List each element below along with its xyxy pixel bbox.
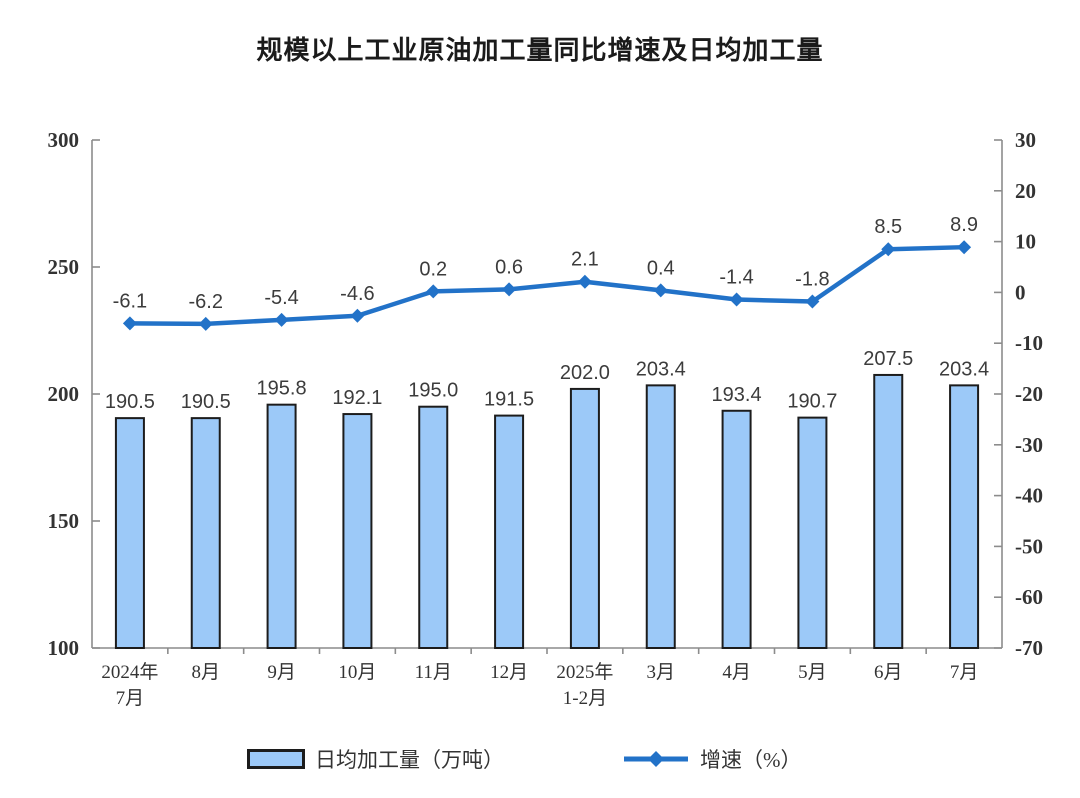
line-label-0: -6.1 [113, 290, 147, 312]
right-axis-label-2: 10 [1015, 230, 1036, 254]
x-axis-label-10: 6月 [874, 662, 903, 683]
x-axis-label-3: 10月 [338, 662, 376, 683]
bar-label-3: 192.1 [332, 387, 382, 409]
bar-label-7: 203.4 [636, 358, 686, 380]
line-series-label: 增速（%） [700, 748, 802, 772]
bar-label-9: 190.7 [787, 391, 837, 413]
bar-label-0: 190.5 [105, 391, 155, 413]
line-marker-0 [122, 316, 137, 331]
line-label-10: 8.5 [874, 216, 902, 238]
x-axis-label-0: 2024年 [101, 661, 158, 683]
line-label-8: -1.4 [719, 267, 753, 289]
line-label-4: 0.2 [419, 258, 447, 280]
bar-3 [342, 413, 373, 650]
bar-label-1: 190.5 [181, 391, 231, 413]
bar-6 [569, 387, 600, 649]
line-marker-5 [502, 282, 517, 297]
line-marker-4 [426, 284, 441, 299]
bar-1 [190, 417, 221, 649]
line-marker-8 [729, 292, 744, 307]
line-label-5: 0.6 [495, 256, 523, 278]
right-axis-label-9: -60 [1015, 585, 1043, 609]
left-axis-label-1: 250 [48, 255, 80, 279]
line-label-9: -1.8 [795, 269, 829, 291]
bar-7 [645, 384, 676, 649]
line-marker-7 [653, 283, 668, 298]
line-label-1: -6.2 [189, 291, 223, 313]
right-axis-label-8: -50 [1015, 534, 1043, 558]
x-axis-label-5: 12月 [490, 662, 528, 683]
x-axis-label-8: 4月 [722, 662, 751, 683]
left-axis-label-2: 200 [48, 382, 80, 406]
bar-series-label: 日均加工量（万吨） [315, 748, 504, 772]
right-axis-label-6: -30 [1015, 433, 1043, 457]
line-series-swatch-icon [624, 751, 688, 767]
bar-series-swatch-icon [247, 749, 305, 769]
right-axis-label-0: 30 [1015, 128, 1036, 152]
line-label-11: 8.9 [950, 214, 978, 236]
bar-5 [494, 414, 525, 649]
bar-0 [114, 417, 145, 649]
x-axis-label-1: 8月 [191, 662, 220, 683]
right-axis-label-1: 20 [1015, 179, 1036, 203]
legend-item-bar-series: 日均加工量（万吨） [247, 744, 504, 774]
right-axis-label-3: 0 [1015, 280, 1026, 304]
right-axis-label-4: -10 [1015, 331, 1043, 355]
bar-label-10: 207.5 [863, 348, 913, 370]
line-marker-6 [577, 274, 592, 289]
line-label-6: 2.1 [571, 249, 599, 271]
growth-line [127, 244, 967, 327]
bar-label-6: 202.0 [560, 362, 610, 384]
x-axis-label-11: 7月 [950, 662, 979, 683]
left-axis-label-4: 100 [48, 636, 80, 660]
line-marker-3 [350, 308, 365, 323]
chart-legend: 日均加工量（万吨） 增速（%） [0, 744, 1080, 784]
x-axis-label-6: 2025年 [556, 661, 613, 683]
line-label-2: -5.4 [264, 287, 298, 309]
bar-label-8: 193.4 [712, 384, 762, 406]
x-axis-label-9: 5月 [798, 662, 827, 683]
bar-10 [873, 373, 904, 649]
chart-title: 规模以上工业原油加工量同比增速及日均加工量 [256, 35, 824, 65]
right-axis-label-10: -70 [1015, 636, 1043, 660]
bar-9 [797, 416, 828, 650]
bar-label-2: 195.8 [257, 378, 307, 400]
bar-label-5: 191.5 [484, 389, 534, 411]
legend-item-line-series: 增速（%） [622, 744, 802, 774]
line-marker-11 [957, 240, 972, 255]
x-axis-label-0-line2: 7月 [116, 688, 145, 709]
x-axis-label-7: 3月 [646, 662, 675, 683]
right-axis-label-5: -20 [1015, 382, 1043, 406]
x-axis-label-6-line2: 1-2月 [563, 688, 607, 709]
left-axis-label-0: 300 [48, 128, 80, 152]
line-marker-2 [274, 312, 289, 327]
line-marker-10 [881, 242, 896, 257]
bar-label-11: 203.4 [939, 358, 989, 380]
right-axis-label-7: -40 [1015, 484, 1043, 508]
bar-label-4: 195.0 [408, 380, 458, 402]
x-axis-label-2: 9月 [267, 662, 296, 683]
left-axis-label-3: 150 [48, 509, 80, 533]
x-axis-label-4: 11月 [415, 662, 452, 683]
line-label-7: 0.4 [647, 257, 675, 279]
bar-4 [418, 405, 449, 650]
line-marker-9 [805, 294, 820, 309]
line-label-3: -4.6 [340, 283, 374, 305]
line-marker-1 [198, 316, 213, 331]
bar-11 [949, 384, 980, 649]
bar-8 [721, 409, 752, 649]
bar-2 [266, 403, 297, 649]
